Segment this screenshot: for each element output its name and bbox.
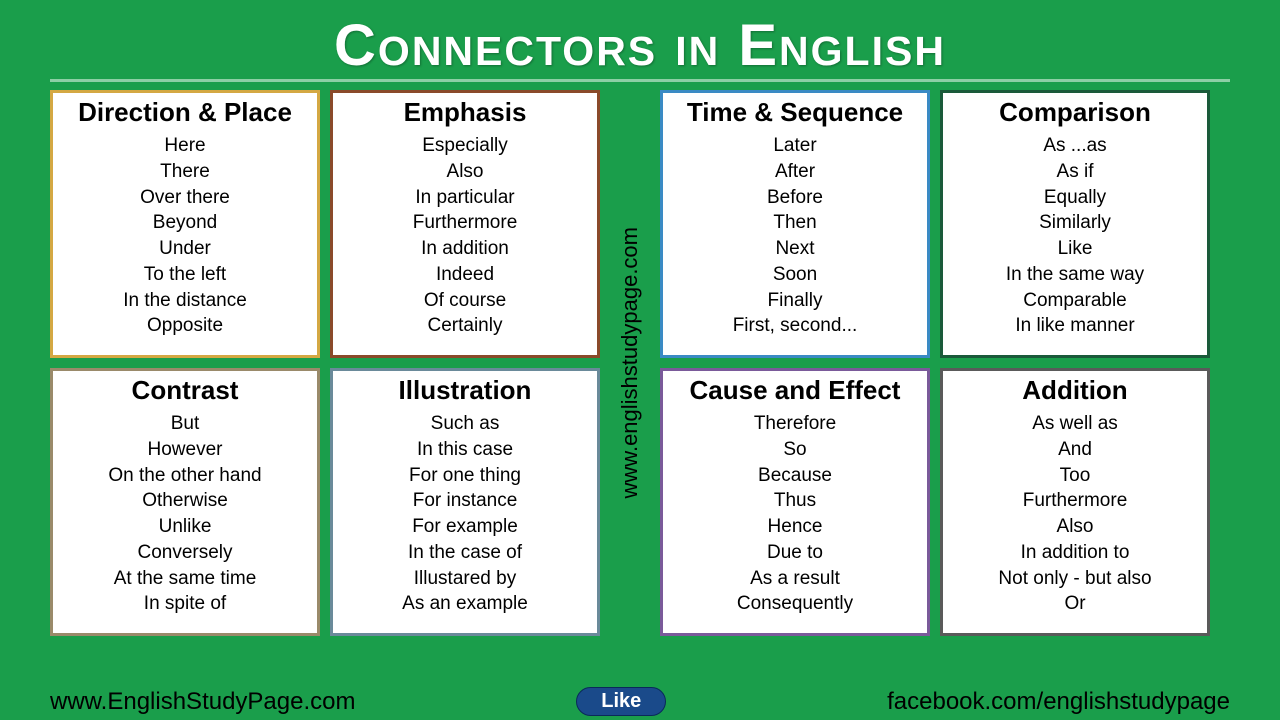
card-title: Addition xyxy=(949,375,1201,406)
card-item: Especially xyxy=(339,134,591,158)
card-item: Otherwise xyxy=(59,489,311,513)
card-addition: Addition As well asAndTooFurthermoreAlso… xyxy=(940,368,1210,636)
footer-left-url: www.EnglishStudyPage.com xyxy=(50,688,355,716)
card-item: Next xyxy=(669,237,921,261)
card-item: In addition xyxy=(339,237,591,261)
card-item: Unlike xyxy=(59,515,311,539)
card-emphasis: Emphasis EspeciallyAlsoIn particularFurt… xyxy=(330,90,600,358)
card-item: Finally xyxy=(669,289,921,313)
card-items: Such asIn this caseFor one thingFor inst… xyxy=(339,412,591,631)
card-item: After xyxy=(669,160,921,184)
card-item: Therefore xyxy=(669,412,921,436)
card-item: There xyxy=(59,160,311,184)
card-item: Equally xyxy=(949,186,1201,210)
card-title: Illustration xyxy=(339,375,591,406)
card-title: Time & Sequence xyxy=(669,97,921,128)
card-item: Of course xyxy=(339,289,591,313)
card-item: Then xyxy=(669,211,921,235)
card-item: Opposite xyxy=(59,314,311,338)
card-item: For example xyxy=(339,515,591,539)
card-item: Soon xyxy=(669,263,921,287)
card-item: In like manner xyxy=(949,314,1201,338)
vertical-url: www.englishstudypage.com xyxy=(610,90,650,636)
card-item: In spite of xyxy=(59,592,311,616)
card-items: LaterAfterBeforeThenNextSoonFinallyFirst… xyxy=(669,134,921,353)
card-item: Or xyxy=(949,592,1201,616)
card-items: As ...asAs ifEquallySimilarlyLikeIn the … xyxy=(949,134,1201,353)
page-title: Connectors in English xyxy=(50,0,1230,82)
card-item: Conversely xyxy=(59,541,311,565)
card-items: As well asAndTooFurthermoreAlsoIn additi… xyxy=(949,412,1201,631)
card-item: Furthermore xyxy=(339,211,591,235)
card-item: Like xyxy=(949,237,1201,261)
card-item: In particular xyxy=(339,186,591,210)
card-item: Beyond xyxy=(59,211,311,235)
card-item: In addition to xyxy=(949,541,1201,565)
card-item: Later xyxy=(669,134,921,158)
card-direction-place: Direction & Place HereThereOver thereBey… xyxy=(50,90,320,358)
card-item: Here xyxy=(59,134,311,158)
card-item: Thus xyxy=(669,489,921,513)
card-item: Also xyxy=(339,160,591,184)
card-item: Because xyxy=(669,464,921,488)
card-item: In the case of xyxy=(339,541,591,565)
card-item: Too xyxy=(949,464,1201,488)
card-item: So xyxy=(669,438,921,462)
card-item: Comparable xyxy=(949,289,1201,313)
card-item: For instance xyxy=(339,489,591,513)
card-item: As a result xyxy=(669,567,921,591)
card-item: To the left xyxy=(59,263,311,287)
card-item: In the same way xyxy=(949,263,1201,287)
card-item: At the same time xyxy=(59,567,311,591)
card-time-sequence: Time & Sequence LaterAfterBeforeThenNext… xyxy=(660,90,930,358)
card-title: Emphasis xyxy=(339,97,591,128)
card-item: Over there xyxy=(59,186,311,210)
card-cause-effect: Cause and Effect ThereforeSoBecauseThusH… xyxy=(660,368,930,636)
card-item: However xyxy=(59,438,311,462)
footer: www.EnglishStudyPage.com Like facebook.c… xyxy=(0,687,1280,716)
card-item: As well as xyxy=(949,412,1201,436)
card-item: Due to xyxy=(669,541,921,565)
card-title: Cause and Effect xyxy=(669,375,921,406)
card-item: On the other hand xyxy=(59,464,311,488)
card-title: Comparison xyxy=(949,97,1201,128)
card-items: EspeciallyAlsoIn particularFurthermoreIn… xyxy=(339,134,591,353)
card-item: Certainly xyxy=(339,314,591,338)
card-item: But xyxy=(59,412,311,436)
card-item: In the distance xyxy=(59,289,311,313)
card-item: For one thing xyxy=(339,464,591,488)
card-item: Under xyxy=(59,237,311,261)
card-item: Consequently xyxy=(669,592,921,616)
card-item: Not only - but also xyxy=(949,567,1201,591)
card-items: ThereforeSoBecauseThusHenceDue toAs a re… xyxy=(669,412,921,631)
card-item: Indeed xyxy=(339,263,591,287)
card-item: Hence xyxy=(669,515,921,539)
card-item: First, second... xyxy=(669,314,921,338)
footer-right-url: facebook.com/englishstudypage xyxy=(887,688,1230,716)
card-item: Illustared by xyxy=(339,567,591,591)
card-item: Such as xyxy=(339,412,591,436)
card-item: As ...as xyxy=(949,134,1201,158)
card-item: In this case xyxy=(339,438,591,462)
card-items: ButHoweverOn the other handOtherwiseUnli… xyxy=(59,412,311,631)
card-item: Also xyxy=(949,515,1201,539)
card-illustration: Illustration Such asIn this caseFor one … xyxy=(330,368,600,636)
cards-grid: Direction & Place HereThereOver thereBey… xyxy=(0,90,1280,636)
like-button[interactable]: Like xyxy=(576,687,666,716)
card-title: Direction & Place xyxy=(59,97,311,128)
card-item: And xyxy=(949,438,1201,462)
card-item: As an example xyxy=(339,592,591,616)
card-item: Similarly xyxy=(949,211,1201,235)
card-items: HereThereOver thereBeyondUnderTo the lef… xyxy=(59,134,311,353)
card-item: Before xyxy=(669,186,921,210)
card-comparison: Comparison As ...asAs ifEquallySimilarly… xyxy=(940,90,1210,358)
card-item: Furthermore xyxy=(949,489,1201,513)
card-title: Contrast xyxy=(59,375,311,406)
card-contrast: Contrast ButHoweverOn the other handOthe… xyxy=(50,368,320,636)
card-item: As if xyxy=(949,160,1201,184)
